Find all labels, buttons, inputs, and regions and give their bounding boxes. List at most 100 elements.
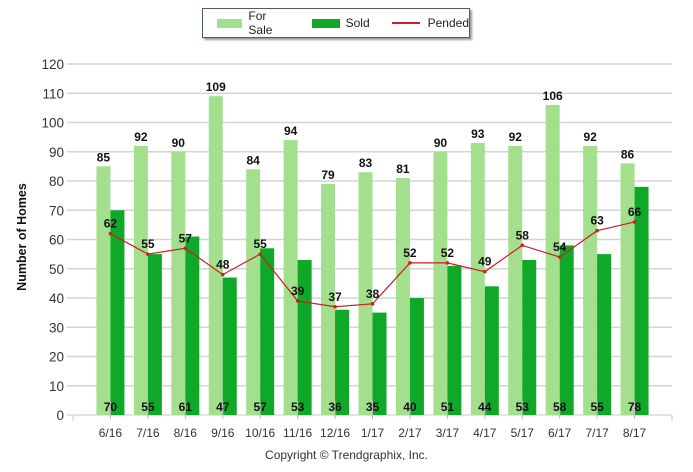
bar-sold xyxy=(335,309,350,415)
legend-label-sold: Sold xyxy=(345,16,370,30)
y-tick-label: 110 xyxy=(42,86,64,101)
data-label-pended: 37 xyxy=(328,290,342,304)
bar-for-sale xyxy=(433,151,448,415)
y-tick-label: 90 xyxy=(49,145,64,160)
bar-for-sale xyxy=(246,169,261,415)
y-tick-label: 20 xyxy=(49,350,64,365)
legend-item-pended: Pended xyxy=(391,16,469,30)
y-tick-label: 120 xyxy=(41,57,64,72)
data-label-sold: 70 xyxy=(104,400,118,414)
data-label-sold: 51 xyxy=(441,400,455,414)
data-label-for-sale: 93 xyxy=(471,127,485,141)
bar-sold xyxy=(484,286,499,415)
for-sale-swatch-icon xyxy=(217,18,243,28)
bar-for-sale xyxy=(508,145,523,415)
copyright-text: Copyright © Trendgraphix, Inc. xyxy=(265,448,428,462)
point-pended xyxy=(146,252,150,256)
data-label-for-sale: 84 xyxy=(247,153,261,167)
pended-line-icon xyxy=(391,22,420,24)
point-pended xyxy=(595,228,599,233)
data-label-pended: 63 xyxy=(590,214,604,228)
data-label-for-sale: 83 xyxy=(359,156,373,170)
legend-item-sold: Sold xyxy=(311,16,370,30)
data-label-pended: 38 xyxy=(366,287,380,301)
point-pended xyxy=(370,302,375,306)
y-tick-label: 0 xyxy=(56,408,64,423)
sold-swatch-icon xyxy=(311,18,340,28)
legend-item-for-sale: For Sale xyxy=(217,9,290,37)
x-tick-label: 5/17 xyxy=(511,426,535,440)
data-label-for-sale: 79 xyxy=(321,168,335,182)
bar-for-sale xyxy=(321,183,336,415)
bar-for-sale xyxy=(133,145,148,415)
point-pended xyxy=(483,269,487,274)
x-tick-label: 6/17 xyxy=(548,426,572,440)
x-tick-label: 8/17 xyxy=(623,426,647,440)
x-tick-label: 2/17 xyxy=(398,426,422,440)
x-tick-label: 3/17 xyxy=(436,426,460,440)
data-label-sold: 35 xyxy=(366,400,380,414)
y-tick-label: 100 xyxy=(41,116,64,131)
data-label-pended: 39 xyxy=(291,284,305,298)
y-tick-label: 40 xyxy=(49,291,64,306)
x-tick-label: 7/16 xyxy=(136,426,160,440)
x-tick-label: 9/16 xyxy=(211,426,235,440)
data-label-for-sale: 106 xyxy=(543,89,563,103)
bar-sold xyxy=(222,277,237,415)
bar-for-sale xyxy=(620,163,635,415)
legend-label-for-sale: For Sale xyxy=(248,9,273,37)
x-tick-label: 11/16 xyxy=(283,426,312,440)
data-label-for-sale: 92 xyxy=(509,130,523,144)
data-label-sold: 58 xyxy=(553,400,567,414)
data-label-sold: 44 xyxy=(478,400,492,414)
bar-for-sale xyxy=(470,142,485,415)
data-label-sold: 36 xyxy=(328,400,342,414)
data-label-sold: 40 xyxy=(403,400,417,414)
data-label-pended: 58 xyxy=(516,228,530,242)
data-label-for-sale: 90 xyxy=(172,136,186,150)
bar-for-sale xyxy=(283,140,298,416)
y-tick-label: 60 xyxy=(49,233,64,248)
point-pended xyxy=(557,255,562,259)
data-label-for-sale: 94 xyxy=(284,124,298,138)
data-label-sold: 57 xyxy=(254,400,268,414)
bar-sold xyxy=(409,298,424,415)
data-label-pended: 52 xyxy=(441,246,455,260)
data-label-pended: 55 xyxy=(141,237,155,251)
bar-sold xyxy=(372,312,387,415)
point-pended xyxy=(333,304,337,309)
data-label-sold: 53 xyxy=(516,400,530,414)
x-tick-label: 6/16 xyxy=(99,426,123,440)
x-tick-label: 4/17 xyxy=(473,426,497,440)
point-pended xyxy=(445,261,450,265)
x-tick-label: 12/16 xyxy=(320,426,350,440)
data-label-sold: 61 xyxy=(179,400,193,414)
data-label-for-sale: 92 xyxy=(583,130,597,144)
data-label-for-sale: 85 xyxy=(97,150,111,164)
bar-sold xyxy=(597,254,612,415)
x-tick-label: 10/16 xyxy=(245,426,275,440)
bar-sold xyxy=(559,245,574,415)
point-pended xyxy=(220,272,225,277)
point-pended xyxy=(183,246,188,251)
data-label-pended: 55 xyxy=(254,237,268,251)
data-label-sold: 78 xyxy=(628,400,642,414)
y-tick-label: 30 xyxy=(49,320,64,335)
point-pended xyxy=(632,220,637,224)
data-label-pended: 49 xyxy=(478,255,492,269)
data-label-sold: 47 xyxy=(216,400,230,414)
point-pended xyxy=(408,261,412,265)
bar-sold xyxy=(522,259,537,415)
bar-for-sale xyxy=(208,96,223,416)
data-label-for-sale: 90 xyxy=(434,136,448,150)
bar-for-sale xyxy=(96,166,111,415)
bar-for-sale xyxy=(395,178,410,415)
legend: For Sale Sold Pended xyxy=(202,8,470,38)
y-tick-label: 10 xyxy=(49,379,64,394)
bar-sold xyxy=(634,186,649,415)
bar-for-sale xyxy=(171,151,186,415)
data-label-for-sale: 81 xyxy=(396,162,410,176)
data-label-for-sale: 92 xyxy=(134,130,148,144)
data-label-sold: 55 xyxy=(141,400,155,414)
